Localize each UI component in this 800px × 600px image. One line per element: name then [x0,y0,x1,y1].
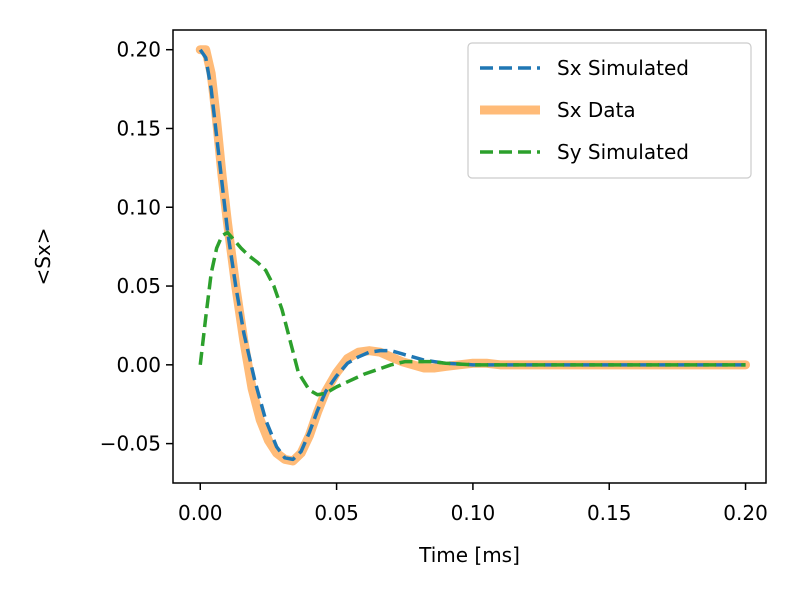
y-tick-label: 0.10 [116,195,161,219]
x-tick-label: 0.15 [587,501,632,525]
y-tick-label: 0.00 [116,353,161,377]
legend-label: Sx Simulated [557,56,689,80]
legend-box [467,42,752,179]
legend: Sx Simulated Sx Data Sy Simulated [467,42,752,179]
x-axis: 0.00 0.05 0.10 0.15 0.20 [178,483,768,525]
legend-label: Sy Simulated [557,140,689,164]
x-tick-label: 0.00 [178,501,223,525]
x-tick-label: 0.05 [314,501,359,525]
plot-frame [172,29,767,484]
x-tick-label: 0.20 [723,501,768,525]
x-axis-label: Time [ms] [418,543,520,567]
y-tick-label: −0.05 [100,432,161,456]
y-tick-label: 0.15 [116,116,161,140]
plot-lines [195,45,751,466]
y-axis-label: <Sx> [31,227,55,285]
y-tick-label: 0.20 [116,38,161,62]
x-tick-label: 0.10 [451,501,496,525]
series-line-sy-simulated [198,230,746,397]
y-axis: −0.05 0.00 0.05 0.10 0.15 0.20 [100,38,173,456]
y-tick-label: 0.05 [116,274,161,298]
legend-label: Sx Data [557,98,636,122]
